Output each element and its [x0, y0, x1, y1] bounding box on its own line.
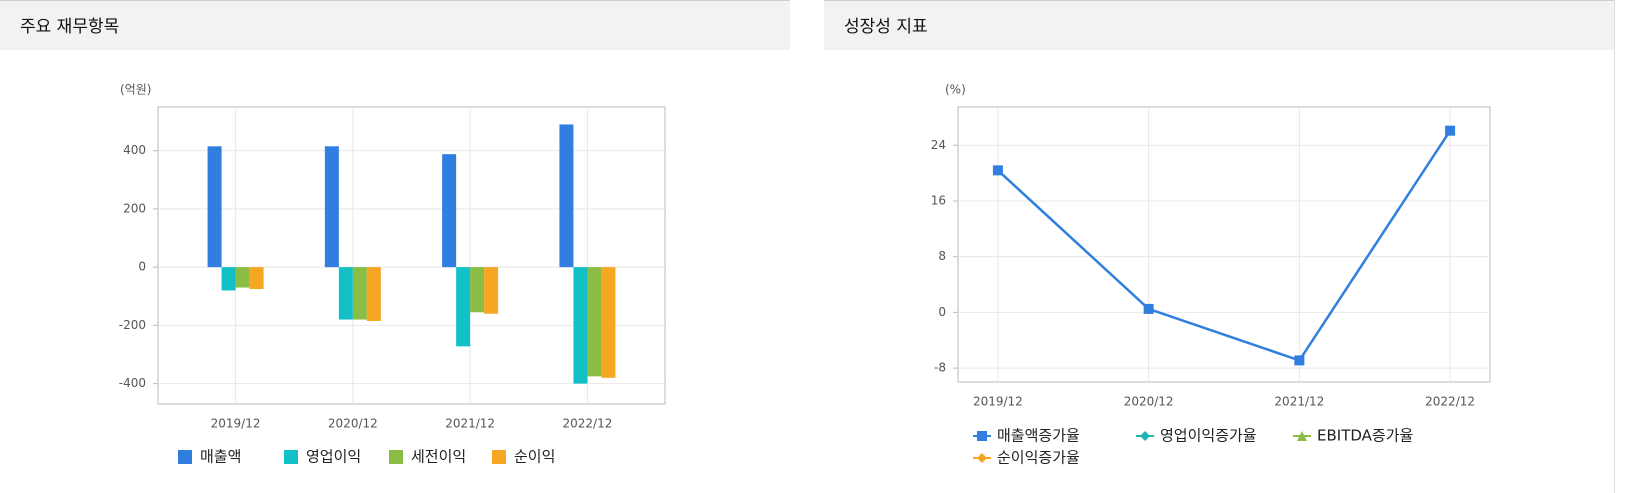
- panel-header: [824, 0, 1614, 50]
- y-tick-label: 0: [938, 305, 946, 319]
- x-tick-label: 2021/12: [445, 417, 495, 431]
- bar: [587, 267, 602, 377]
- x-tick-label: 2020/12: [1124, 395, 1174, 409]
- bar: [484, 267, 499, 314]
- y-tick-label: 200: [123, 201, 146, 215]
- x-tick-label: 2022/12: [1425, 395, 1475, 409]
- bar: [338, 267, 353, 320]
- legend-label: 세전이익: [411, 448, 466, 466]
- y-tick-label: 8: [938, 249, 946, 263]
- legend-marker: [1297, 431, 1307, 441]
- legend-swatch: [284, 450, 298, 464]
- line: [997, 129, 1452, 362]
- legend-marker: [977, 453, 987, 463]
- bar: [207, 146, 222, 268]
- legend-label: 순이익증가율: [997, 449, 1080, 467]
- legend-swatch: [389, 450, 403, 464]
- x-tick-label: 2020/12: [328, 417, 378, 431]
- bar: [352, 267, 367, 320]
- unit-label: (억원): [120, 83, 151, 97]
- legend-label: 영업이익: [306, 448, 361, 466]
- y-tick-label: 24: [931, 138, 946, 152]
- x-tick-label: 2019/12: [973, 395, 1023, 409]
- legend-label: 매출액: [200, 448, 241, 466]
- bar: [235, 267, 250, 288]
- bar: [470, 267, 485, 313]
- unit-label: (%): [945, 83, 966, 97]
- bar: [573, 267, 588, 384]
- y-tick-label: 16: [931, 193, 946, 207]
- legend-marker: [977, 431, 987, 441]
- point: [1294, 355, 1305, 366]
- legend-label: 영업이익증가율: [1160, 427, 1257, 445]
- x-tick-label: 2019/12: [211, 417, 261, 431]
- panel-title: 성장성 지표: [844, 17, 928, 37]
- panel-header: [0, 0, 790, 50]
- bar: [221, 267, 236, 291]
- legend-label: EBITDA증가율: [1317, 427, 1413, 445]
- plot-area: [957, 106, 1491, 383]
- bar: [324, 146, 339, 268]
- legend-label: 순이익: [514, 448, 555, 466]
- bar: [366, 267, 381, 322]
- panel-title: 주요 재무항목: [20, 17, 119, 37]
- bar: [249, 267, 264, 289]
- x-tick-label: 2022/12: [562, 417, 612, 431]
- y-tick-label: -400: [119, 376, 146, 390]
- legend-swatch: [178, 450, 192, 464]
- legend-marker: [1140, 431, 1150, 441]
- bar: [456, 267, 471, 347]
- legend-swatch: [492, 450, 506, 464]
- x-tick-label: 2021/12: [1274, 395, 1324, 409]
- y-tick-label: 400: [123, 143, 146, 157]
- point: [1445, 125, 1456, 136]
- legend-label: 매출액증가율: [997, 427, 1080, 445]
- bar: [601, 267, 616, 378]
- y-tick-label: -8: [934, 361, 946, 375]
- bar: [559, 124, 574, 268]
- point: [1143, 303, 1154, 314]
- y-tick-label: 0: [138, 260, 146, 274]
- y-tick-label: -200: [119, 318, 146, 332]
- bar: [442, 154, 457, 268]
- point: [992, 165, 1003, 176]
